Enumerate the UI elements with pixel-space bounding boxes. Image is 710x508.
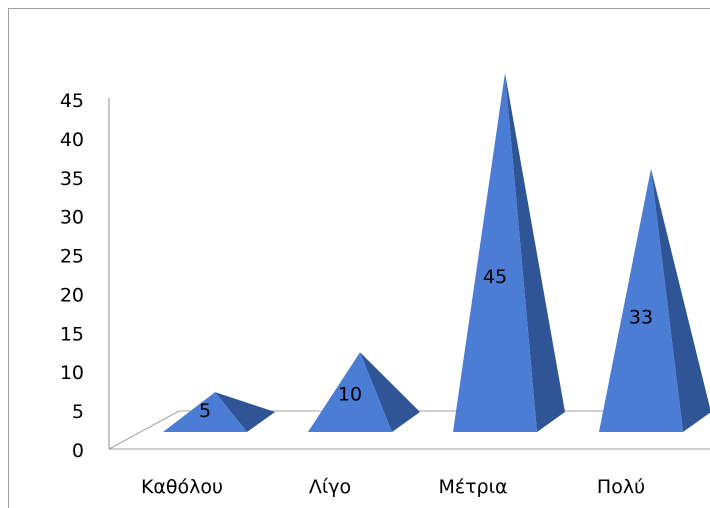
x-category-label: Πολύ [597, 476, 645, 498]
y-tick-label: 45 [60, 90, 84, 112]
y-tick-label: 15 [60, 323, 84, 345]
y-tick-label: 20 [60, 284, 84, 306]
data-label: 33 [629, 306, 653, 328]
pyramid-side-face [505, 73, 565, 432]
x-axis-labels: Καθόλου Λίγο Μέτρια Πολύ [141, 476, 645, 498]
y-tick-label: 30 [60, 207, 84, 229]
y-axis: 0 5 10 15 20 25 30 35 40 45 [60, 90, 110, 462]
y-tick-label: 0 [72, 440, 84, 462]
y-tick-label: 40 [60, 129, 84, 151]
pyramid-bar: 33 [599, 168, 710, 432]
pyramid-front-face [599, 168, 683, 432]
pyramid-bar: 45 [453, 73, 565, 432]
x-category-label: Καθόλου [141, 476, 223, 498]
data-label: 45 [483, 266, 507, 288]
pyramid-side-face [215, 392, 275, 432]
pyramid-side-face [651, 168, 710, 432]
y-tick-label: 10 [60, 362, 84, 384]
pyramid-series: 5 10 45 33 [163, 73, 710, 432]
data-label: 10 [338, 383, 362, 405]
y-tick-label: 25 [60, 246, 84, 268]
pyramid-front-face [308, 352, 392, 432]
chart-frame [8, 8, 710, 508]
pyramid-front-face [453, 73, 537, 432]
x-category-label: Μέτρια [438, 476, 507, 498]
x-category-label: Λίγο [309, 476, 351, 498]
data-label: 5 [199, 400, 211, 422]
y-tick-label: 5 [72, 401, 84, 423]
pyramid-bar: 5 [163, 392, 275, 432]
pyramid-bar: 10 [308, 352, 420, 432]
y-tick-label: 35 [60, 168, 84, 190]
pyramid-side-face [360, 352, 420, 432]
pyramid-front-face [163, 392, 247, 432]
